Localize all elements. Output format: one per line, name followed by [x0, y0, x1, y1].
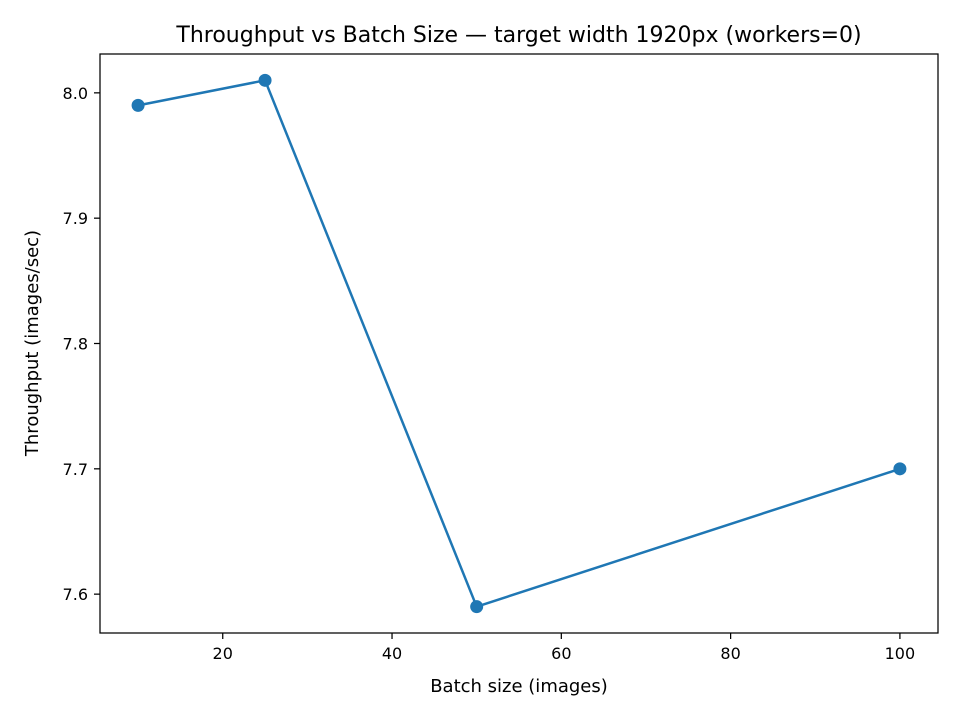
y-axis-ticks: 7.6 7.7 7.8 7.9 8.0	[63, 84, 100, 604]
series-line	[136, 79, 902, 608]
x-axis-ticks: 20 40 60 80 100	[213, 633, 916, 663]
series-layer	[131, 73, 907, 614]
y-tick-label: 7.7	[63, 460, 88, 479]
y-tick-label: 7.9	[63, 209, 88, 228]
y-tick-label: 7.8	[63, 335, 88, 354]
data-point	[893, 462, 907, 476]
chart-title: Throughput vs Batch Size — target width …	[175, 23, 861, 48]
plot-area: 20 40 60 80 100 7.6 7.7 7.8 7.9 8.0	[63, 53, 939, 663]
data-point	[131, 98, 145, 112]
x-axis-label: Batch size (images)	[430, 676, 608, 697]
x-tick-label: 100	[885, 644, 916, 663]
data-point	[258, 73, 272, 87]
y-tick-label: 7.6	[63, 585, 88, 604]
x-tick-label: 80	[720, 644, 740, 663]
y-tick-label: 8.0	[63, 84, 88, 103]
x-tick-label: 40	[382, 644, 402, 663]
y-axis-label: Throughput (images/sec)	[22, 230, 43, 457]
data-point	[470, 600, 484, 614]
x-tick-label: 60	[551, 644, 571, 663]
x-tick-label: 20	[213, 644, 233, 663]
